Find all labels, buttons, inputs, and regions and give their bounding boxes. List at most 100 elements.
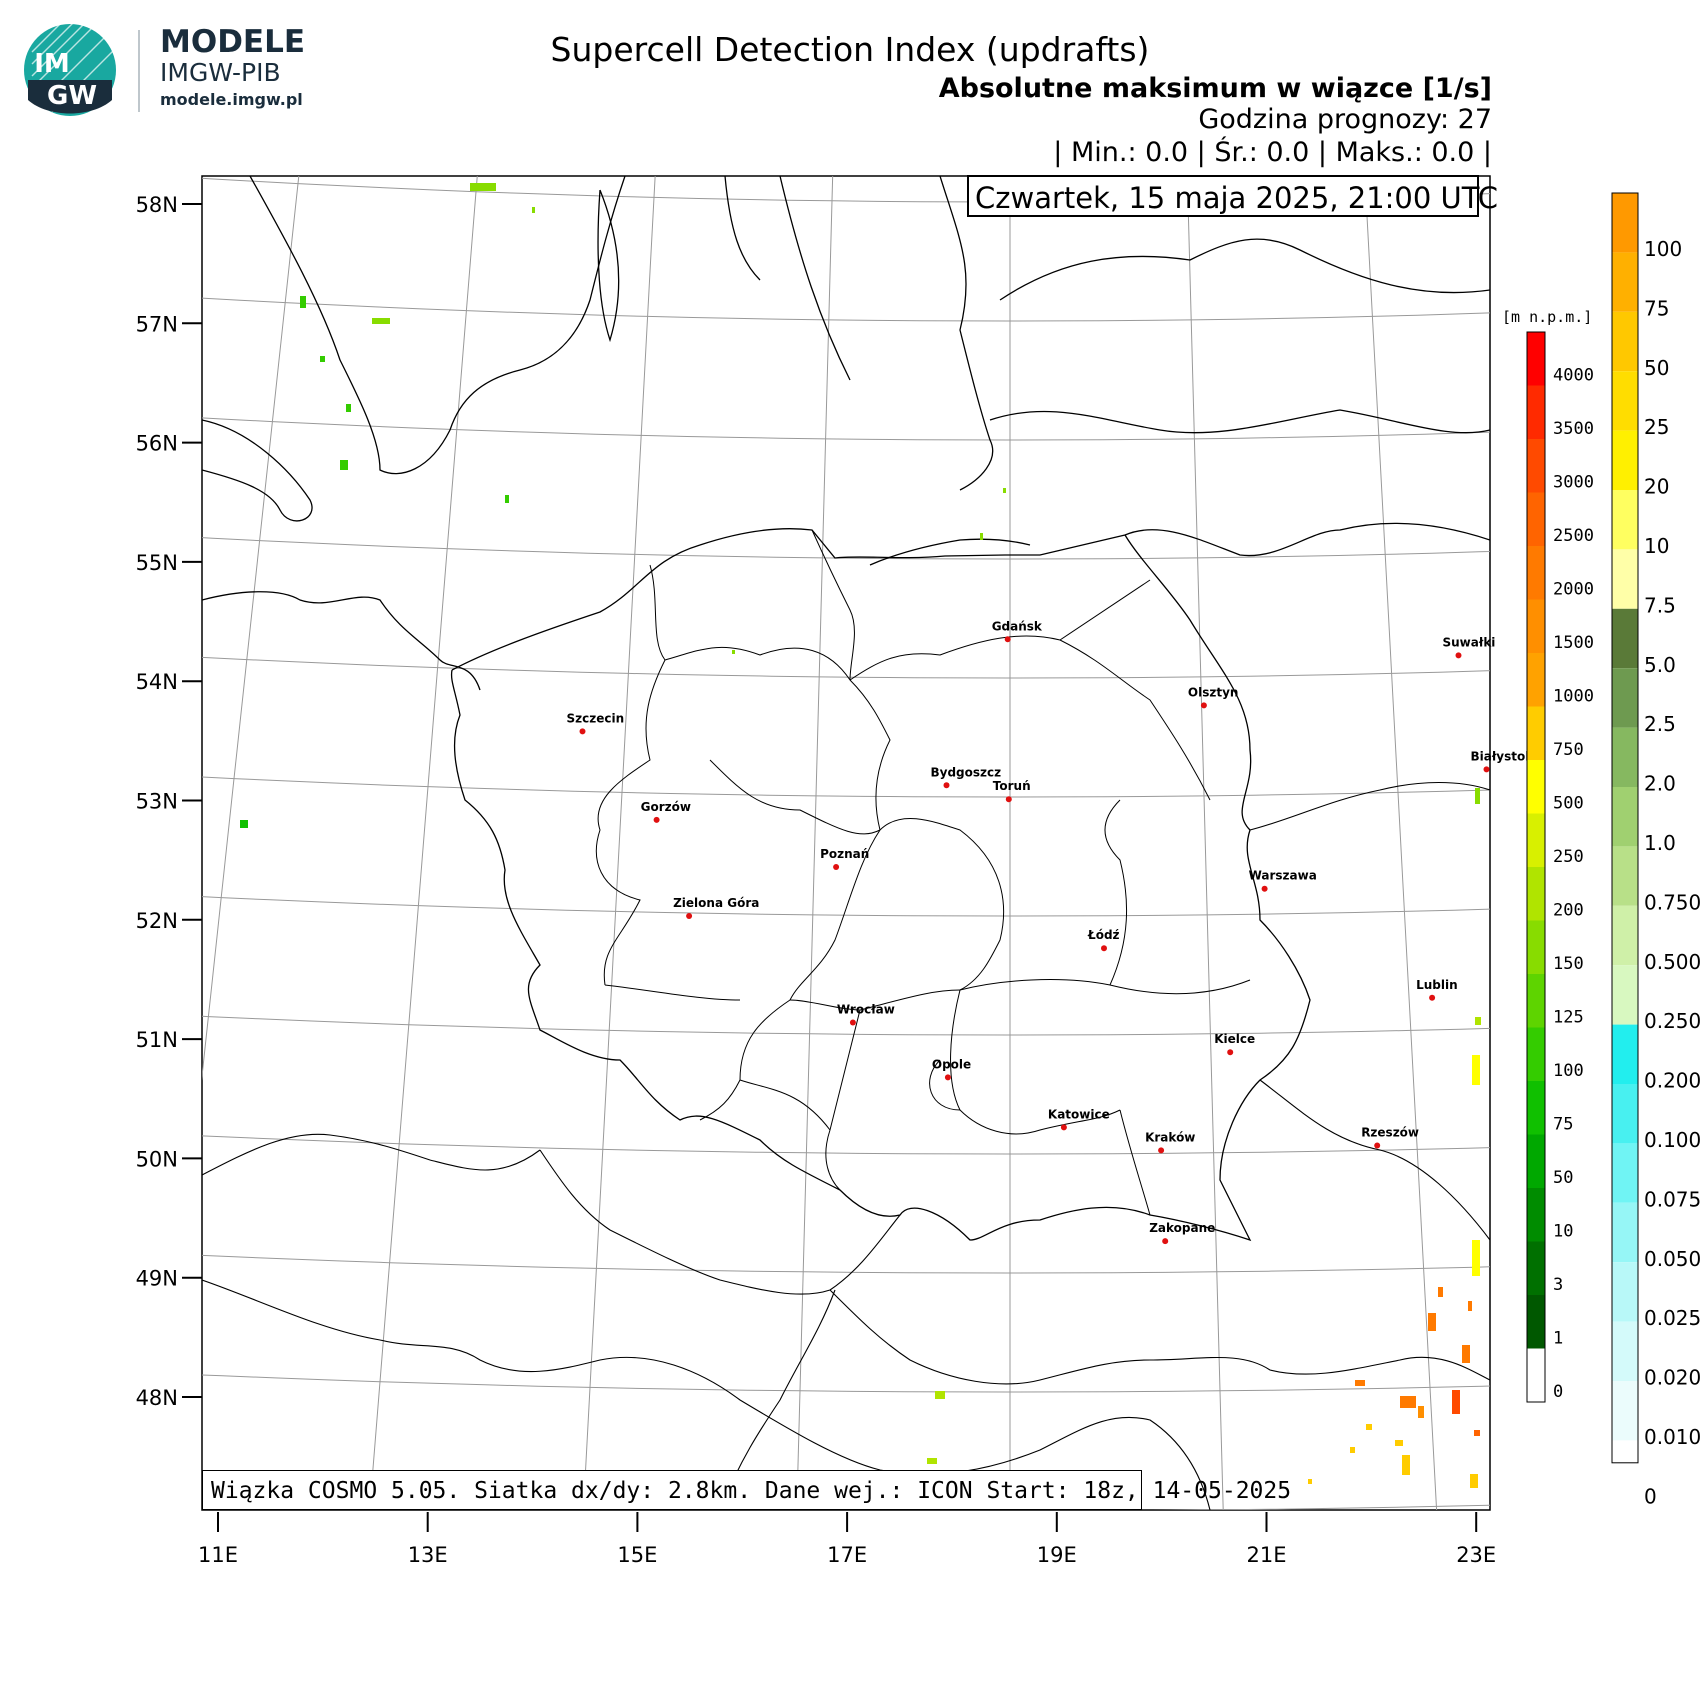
stats-line: | Min.: 0.0 | Śr.: 0.0 | Maks.: 0.0 | (1053, 137, 1492, 168)
danish-islands (202, 419, 313, 522)
city-dot (943, 782, 950, 789)
elevation-label: 50 (1553, 1168, 1573, 1188)
logo-badge-top: IM (34, 49, 70, 79)
index-value-pixel (927, 1458, 937, 1464)
city-label: Białystok (1471, 749, 1535, 763)
value-swatch (1612, 1440, 1638, 1500)
value-swatch (1612, 1381, 1638, 1441)
city-dot (1200, 702, 1207, 709)
logo-url: modele.imgw.pl (160, 90, 303, 109)
longitude-gridline (796, 176, 834, 1510)
longitude-gridline (582, 176, 656, 1510)
elevation-label: 0 (1553, 1382, 1563, 1402)
elevation-swatch (1527, 653, 1545, 707)
city-dot (944, 1074, 951, 1081)
index-value-pixel (935, 1391, 945, 1399)
value-label: 2.5 (1644, 712, 1676, 736)
value-swatch (1612, 668, 1638, 728)
lon-label: 11E (198, 1543, 238, 1567)
elevation-swatch (1527, 1134, 1545, 1188)
value-label: 0.200 (1644, 1069, 1700, 1093)
city-dot (1483, 766, 1490, 773)
elevation-label: 1500 (1553, 633, 1594, 653)
index-value-pixel (1395, 1440, 1403, 1446)
swedish-east-coast (724, 176, 851, 381)
city-label: Kielce (1214, 1032, 1255, 1046)
elevation-label: 750 (1553, 740, 1584, 760)
value-swatch (1612, 905, 1638, 966)
elevation-label: 1 (1553, 1329, 1563, 1349)
elevation-label: 150 (1553, 954, 1584, 974)
coastlines-and-borders (202, 176, 1490, 1510)
value-label: 0.250 (1644, 1009, 1700, 1033)
value-label: 0.020 (1644, 1366, 1700, 1390)
value-swatch (1612, 727, 1638, 787)
value-swatch (1612, 430, 1638, 490)
elevation-swatch (1527, 439, 1545, 493)
index-value-pixel (1438, 1287, 1443, 1297)
city-label: Olsztyn (1188, 685, 1239, 699)
gotland-outline (597, 189, 620, 343)
value-label: 0.025 (1644, 1306, 1700, 1330)
vistula-spit (869, 538, 1031, 566)
lat-label: 53N (136, 790, 178, 814)
german-coastline (202, 591, 481, 691)
elevation-label: 100 (1553, 1061, 1584, 1081)
imgw-logo-badge: IM GW (24, 22, 118, 116)
elevation-label: 3 (1553, 1275, 1563, 1295)
value-swatch (1612, 311, 1638, 372)
lat-label: 56N (136, 432, 178, 456)
lon-label: 15E (617, 1543, 657, 1567)
value-label: 10 (1644, 534, 1669, 558)
index-value-pixel (1462, 1345, 1470, 1363)
lat-label: 48N (136, 1386, 178, 1410)
lat-label: 57N (136, 312, 178, 336)
elevation-label: 4000 (1553, 366, 1594, 386)
city-dot (1455, 652, 1462, 659)
index-value-pixel (532, 207, 535, 213)
lat-label: 55N (136, 551, 178, 575)
value-swatch (1612, 1262, 1638, 1322)
value-label: 50 (1644, 356, 1669, 380)
elevation-label: 1000 (1553, 687, 1594, 707)
austria-hungary-borders (202, 1279, 1211, 1510)
city-label: Szczecin (567, 711, 625, 725)
city-label: Zielona Góra (673, 896, 759, 910)
elevation-label: 2500 (1553, 526, 1594, 546)
logo-title: MODELE (160, 24, 306, 60)
value-label: 0.010 (1644, 1425, 1700, 1449)
longitude-gridline (369, 176, 478, 1510)
longitude-gridline (1364, 176, 1438, 1510)
logo-badge-bottom: GW (47, 81, 97, 111)
value-swatch (1612, 846, 1638, 906)
index-value-pixel (1472, 1240, 1480, 1276)
index-value-pixel (1366, 1424, 1372, 1430)
elevation-bar-frame (1526, 331, 1546, 1403)
value-label: 0.050 (1644, 1247, 1700, 1271)
city-label: Bydgoszcz (931, 765, 1002, 779)
elevation-swatch (1527, 1188, 1545, 1242)
value-label: 0.500 (1644, 950, 1700, 974)
city-label: Opole (932, 1057, 971, 1071)
value-label: 1.0 (1644, 831, 1676, 855)
value-swatch (1612, 608, 1638, 669)
poland-border (450, 534, 1311, 1242)
elevation-swatch (1527, 492, 1545, 546)
city-dot (849, 1019, 856, 1026)
lon-label: 19E (1037, 1543, 1077, 1567)
value-label: 100 (1644, 237, 1682, 261)
index-value-pixel (1355, 1380, 1365, 1386)
map-frame (201, 175, 1491, 1511)
index-value-pixel (1418, 1406, 1424, 1418)
model-info-footer: Wiązka COSMO 5.05. Siatka dx/dy: 2.8km. … (202, 1470, 1291, 1510)
value-swatch (1612, 1143, 1638, 1203)
latvia-coastline (939, 176, 1490, 491)
elevation-label: 500 (1553, 794, 1584, 814)
index-value-pixel (505, 495, 509, 503)
city-dot (579, 728, 586, 735)
city-dot (1060, 1124, 1067, 1131)
longitude-gridline (202, 176, 300, 1081)
index-value-pixel (1400, 1396, 1416, 1408)
elevation-swatch (1527, 867, 1545, 921)
elevation-swatch (1527, 813, 1545, 867)
